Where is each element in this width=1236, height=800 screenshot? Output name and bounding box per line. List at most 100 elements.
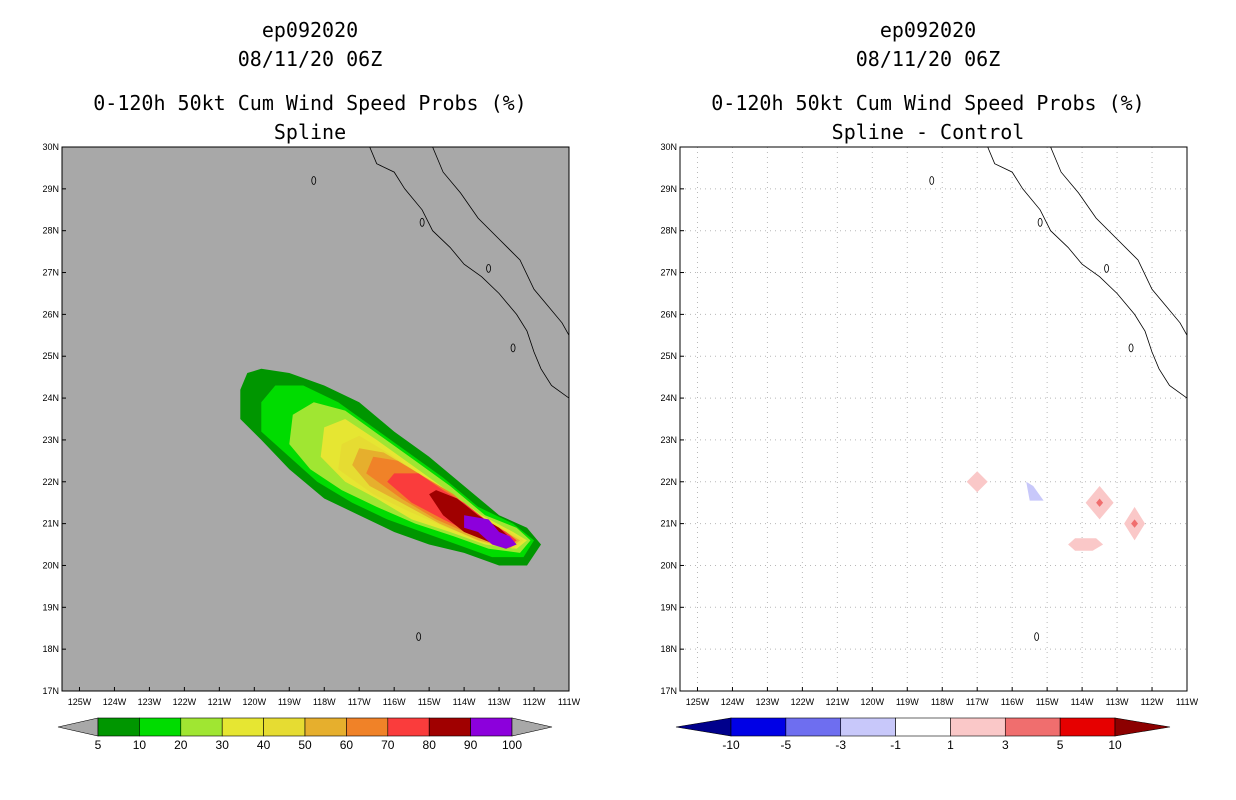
panel-spline-x-tick-label: 124W [103,697,127,707]
panel-spline-colorbar-label: 10 [133,738,147,752]
panel-spline-colorbar-label: 20 [174,738,188,752]
panel-difference-colorbar-bin-3 [895,717,951,737]
panel-spline-island-0 [311,176,317,185]
panel-spline-colorbar-bin-5 [304,717,347,737]
panel-difference-title-line-3: 0-120h 50kt Cum Wind Speed Probs (%) [711,91,1144,115]
panel-difference-coastline [929,147,1187,641]
panel-difference-island-2 [1104,263,1109,273]
panel-spline-coastline [311,147,569,641]
panel-difference-colorbar-below-arrow [675,717,732,737]
panel-difference-x-tick-label: 115W [1036,697,1059,707]
panel-spline-colorbar-label: 80 [423,738,437,752]
panel-difference: ep092020 08/11/20 06Z 0-120h 50kt Cum Wi… [660,18,1198,752]
panel-difference-colorbar-bin-2 [840,717,896,737]
panel-spline-island-4 [416,632,422,641]
panel-difference-colorbar-bin-6 [1059,717,1116,737]
panel-difference-grid [680,147,1187,691]
panel-difference-x-tick-label: 124W [721,697,745,707]
panel-difference-island-3 [1128,343,1134,353]
panel-spline-x-tick-label: 125W [68,697,92,707]
panel-difference-colorbar-label: -1 [890,738,901,752]
panel-difference-colorbar-label: 1 [947,738,954,752]
panel-difference-y-tick-label: 27N [660,268,677,278]
panel-spline-y-tick-label: 26N [42,309,59,319]
panel-difference-colorbar: -10 -5 -3 -1 1 3 5 10 [675,717,1171,752]
panel-spline-colorbar-bin-3 [221,717,264,737]
panel-spline-colorbar-label: 5 [95,738,102,752]
panel-difference-x-axis: 125W 124W 123W 122W 121W 120W 119W 118W 117W 116W… [686,687,1199,707]
panel-difference-y-tick-label: 30N [660,142,677,152]
panel-difference-island-0 [929,176,935,185]
panel-spline-colorbar-label: 90 [464,738,478,752]
panel-difference-x-tick-label: 121W [826,697,850,707]
panel-difference-title-line-1: ep092020 [880,18,976,42]
panel-difference-x-tick-label: 125W [686,697,710,707]
panel-spline-x-tick-label: 115W [418,697,441,707]
panel-spline-y-tick-label: 23N [42,435,59,445]
panel-difference-title-line-4: Spline - Control [832,120,1025,144]
panel-difference-x-tick-label: 114W [1071,697,1094,707]
panel-spline-coastline-segment-0 [369,147,569,399]
panel-difference-y-tick-label: 18N [660,644,677,654]
panel-difference-colorbar-bin-0 [730,717,787,737]
panel-difference-x-tick-label: 113W [1106,697,1129,707]
panel-spline-x-tick-label: 118W [313,697,336,707]
panel-spline-x-tick-label: 119W [278,697,301,707]
panel-spline-island-2 [486,263,491,273]
panel-spline-contour-90-9 [464,515,517,549]
panel-difference-colorbar-bin-4 [950,717,1006,737]
panel-spline-x-tick-label: 121W [208,697,232,707]
panel-difference-colorbar-above-arrow [1114,717,1171,737]
panel-difference-colorbar-bin-5 [1004,717,1061,737]
panel-spline-colorbar-bin-8 [428,717,471,737]
panel-difference-x-tick-label: 111W [1176,697,1199,707]
panel-difference-colorbar-label: -10 [722,738,740,752]
panel-spline-colorbar-bin-2 [180,717,223,737]
panel-difference-colorbar-label: 10 [1108,738,1122,752]
panel-spline-y-tick-label: 28N [42,226,59,236]
panel-difference-y-tick-label: 26N [660,309,677,319]
panel-difference-coastline-segment-1 [1050,147,1187,336]
panel-spline-colorbar: 5 10 20 30 40 50 60 70 80 90 100 [57,717,553,752]
panel-spline-colorbar-label: 60 [340,738,354,752]
panel-difference-y-axis: 17N 18N 19N 20N 21N 22N 23N 24N 25N 26N 27N 28N 29N 3… [660,142,684,696]
panel-spline-y-tick-label: 18N [42,644,59,654]
panel-difference-title-line-2: 08/11/20 06Z [856,47,1001,71]
panel-difference-y-tick-label: 19N [660,602,677,612]
panel-difference-contour-1-0 [966,471,988,493]
panel-spline-x-tick-label: 112W [523,697,546,707]
panel-spline-y-tick-label: 22N [42,477,59,487]
panel-difference-colorbar-label: -3 [835,738,846,752]
panel-spline-colorbar-bin-0 [97,717,140,737]
panel-spline-coastline-segment-1 [432,147,569,336]
panel-difference-x-tick-label: 118W [931,697,954,707]
panel-spline-y-tick-label: 29N [42,184,59,194]
panel-difference-y-tick-label: 20N [660,560,677,570]
panel-spline-colorbar-bin-6 [346,717,389,737]
panel-spline-x-axis: 125W 124W 123W 122W 121W 120W 119W 118W 117W 116W… [68,687,581,707]
panel-difference-y-tick-label: 28N [660,226,677,236]
panel-difference-contour--1-1 [1026,481,1044,501]
panel-difference-x-tick-label: 117W [966,697,989,707]
panel-spline-x-tick-label: 116W [383,697,406,707]
panel-spline-y-tick-label: 17N [42,686,59,696]
panel-spline-colorbar-bin-7 [387,717,430,737]
panel-spline-x-tick-label: 120W [243,697,267,707]
panel-spline-frame [61,146,570,692]
panel-spline-colorbar-label: 50 [298,738,312,752]
panel-spline-title-line-4: Spline [274,120,346,144]
panel-spline-colorbar-label: 40 [257,738,271,752]
panel-difference-x-tick-label: 122W [791,697,815,707]
panel-spline-y-tick-label: 21N [42,519,59,529]
panel-difference-y-tick-label: 29N [660,184,677,194]
panel-difference-x-tick-label: 120W [861,697,885,707]
panel-spline-island-3 [510,343,516,353]
panel-difference-y-tick-label: 23N [660,435,677,445]
panel-spline-title-line-2: 08/11/20 06Z [238,47,383,71]
panel-spline-y-axis: 17N 18N 19N 20N 21N 22N 23N 24N 25N 26N 27N 28N 29N 3… [42,142,66,696]
panel-difference-island-4 [1034,632,1040,641]
panel-spline-x-tick-label: 117W [348,697,371,707]
panel-spline-colorbar-label: 30 [216,738,230,752]
panel-spline-y-tick-label: 20N [42,560,59,570]
